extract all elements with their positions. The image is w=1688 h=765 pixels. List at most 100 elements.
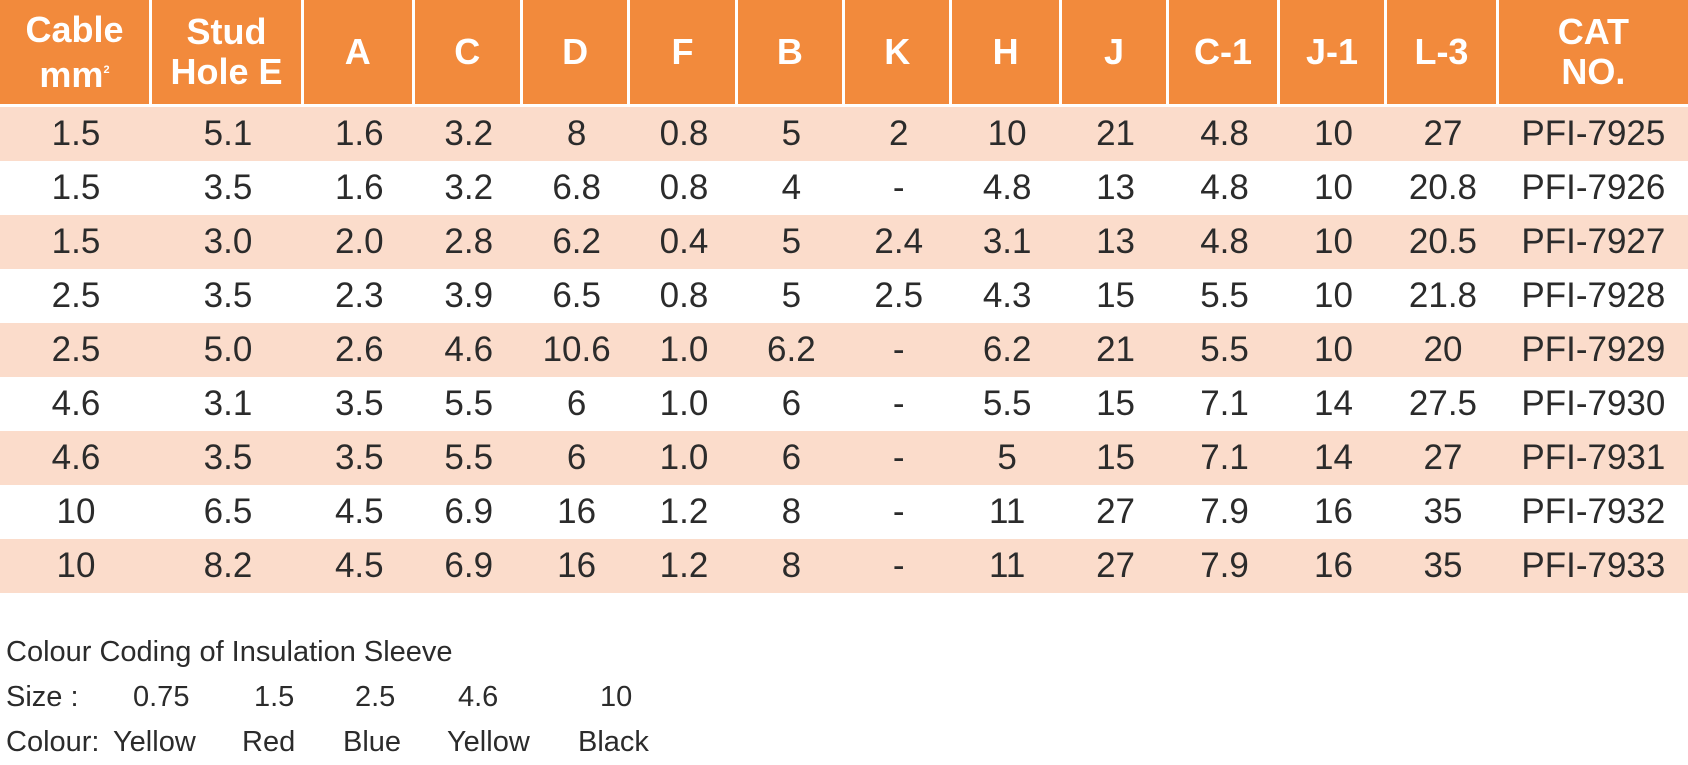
table-cell: 0.8 [630, 107, 738, 161]
table-cell: 27.5 [1387, 377, 1499, 431]
header-cat-line1: CAT [1557, 11, 1630, 52]
table-cell: - [845, 323, 953, 377]
table-cell: 6.8 [522, 161, 631, 215]
table-cell: 27 [1061, 539, 1170, 593]
table-cell: 4.5 [304, 539, 415, 593]
legend-colour-label: Colour: [6, 726, 100, 758]
legend-title: Colour Coding of Insulation Sleeve [6, 636, 453, 668]
table-cell: 8 [522, 107, 631, 161]
table-cell: 16 [1279, 485, 1388, 539]
table-cell: 16 [522, 539, 631, 593]
table-cell: 5.5 [1169, 269, 1280, 323]
table-cell: 10.6 [522, 323, 631, 377]
table-cell: PFI-7925 [1498, 107, 1688, 161]
legend-title-row: Colour Coding of Insulation Sleeve [6, 630, 453, 675]
table-row: 2.5 5.0 2.6 4.6 10.6 1.0 6.2-6.2 21 5.5 10 20 PFI-7… [0, 323, 1688, 377]
table-cell: 5.5 [414, 377, 523, 431]
table-cell: 7.9 [1169, 485, 1280, 539]
table-cell: 0.4 [630, 215, 738, 269]
table-cell: 4.5 [304, 485, 415, 539]
table-cell: 3.1 [952, 215, 1062, 269]
legend-colour-value: Yellow [447, 726, 530, 758]
table-cell: 5 [952, 431, 1062, 485]
table-cell: 4.8 [1169, 215, 1280, 269]
table-cell: 20 [1387, 323, 1499, 377]
table-cell: 5.5 [952, 377, 1062, 431]
header-stud-line1: Stud [186, 11, 267, 52]
header-j-1: J-1 [1279, 0, 1388, 107]
table-cell: 1.5 [0, 107, 152, 161]
table-cell: 8 [737, 485, 846, 539]
table-cell: 5.5 [414, 431, 523, 485]
table-cell: - [845, 377, 953, 431]
table-cell: 3.5 [304, 377, 415, 431]
table-cell: 7.1 [1169, 431, 1280, 485]
table-cell: 6.5 [152, 485, 304, 539]
table-cell: - [845, 485, 953, 539]
table-cell: 1.0 [630, 431, 738, 485]
table-cell: 1.0 [630, 323, 738, 377]
table-cell: 6.9 [414, 485, 523, 539]
table-cell: 1.2 [630, 539, 738, 593]
legend-colour-row: Colour: Yellow Red Blue Yellow Black [6, 720, 649, 765]
header-c: C [414, 0, 523, 107]
legend-colour-value: Red [242, 726, 296, 758]
table-cell: 2 [845, 107, 953, 161]
table-cell: 20.8 [1387, 161, 1499, 215]
table-cell: 6 [522, 431, 631, 485]
table-cell: 3.5 [152, 269, 304, 323]
header-row: Cable mm2 Stud Hole E A C D F B K H J C-… [0, 0, 1688, 107]
table-cell: PFI-7928 [1498, 269, 1688, 323]
legend-colour-value: Black [578, 726, 649, 758]
table-cell: 20.5 [1387, 215, 1499, 269]
table-cell: PFI-7929 [1498, 323, 1688, 377]
table-cell: 5.1 [152, 107, 304, 161]
table-cell: 5.0 [152, 323, 304, 377]
table-cell: 14 [1279, 431, 1388, 485]
table-cell: 10 [0, 485, 152, 539]
table-cell: 2.3 [304, 269, 415, 323]
table-cell: 0.8 [630, 161, 738, 215]
table-cell: 1.6 [304, 161, 415, 215]
table-cell: 15 [1061, 269, 1170, 323]
table-cell: 3.1 [152, 377, 304, 431]
table-cell: 4.8 [1169, 161, 1280, 215]
table-cell: 2.5 [0, 323, 152, 377]
legend-size-row: Size : 0.75 1.5 2.5 4.6 10 [6, 675, 632, 720]
table-cell: 15 [1061, 431, 1170, 485]
table-row: 4.6 3.5 3.5 5.5 6 1.0 6-5 15 7.1 14 27 PFI-7931 [0, 431, 1688, 485]
header-cat-no: CAT NO. [1498, 0, 1688, 107]
table-cell: PFI-7933 [1498, 539, 1688, 593]
table-cell: 2.4 [845, 215, 953, 269]
header-cable-unit: mm [39, 53, 104, 95]
table-cell: 10 [952, 107, 1062, 161]
table-cell: 4.6 [0, 431, 152, 485]
header-stud-line2: Hole E [170, 51, 283, 92]
table-cell: 6 [737, 431, 846, 485]
header-l-3: L-3 [1387, 0, 1499, 107]
table-row: 10 8.2 4.5 6.9 16 1.2 8-11 27 7.9 16 35 PFI-7933 [0, 539, 1688, 593]
header-cable: Cable mm2 [0, 0, 152, 107]
table-cell: 10 [1279, 323, 1388, 377]
table-cell: 21 [1061, 323, 1170, 377]
legend-size-value: 2.5 [355, 681, 396, 713]
table-cell: 5 [737, 215, 846, 269]
colour-legend: Colour Coding of Insulation Sleeve Size … [6, 630, 649, 765]
table-cell: 16 [522, 485, 631, 539]
legend-size-value: 10 [600, 681, 633, 713]
header-f: F [630, 0, 738, 107]
table-cell: 27 [1387, 107, 1499, 161]
table-row: 1.5 3.0 2.0 2.8 6.2 0.4 5 2.4 3.1 13 4.8 10 20.5 PFI-… [0, 215, 1688, 269]
table-cell: PFI-7930 [1498, 377, 1688, 431]
table-row: 4.6 3.1 3.5 5.5 6 1.0 6-5.5 15 7.1 14 27.5 PFI-7930 [0, 377, 1688, 431]
table-cell: 5 [737, 107, 846, 161]
table-cell: 5.5 [1169, 323, 1280, 377]
table-cell: 4.8 [952, 161, 1062, 215]
table-cell: 5 [737, 269, 846, 323]
table-cell: 6.2 [952, 323, 1062, 377]
legend-colour-value: Yellow [113, 726, 196, 758]
table-cell: 14 [1279, 377, 1388, 431]
table-cell: 2.8 [414, 215, 523, 269]
table-cell: 6.9 [414, 539, 523, 593]
header-j: J [1061, 0, 1170, 107]
